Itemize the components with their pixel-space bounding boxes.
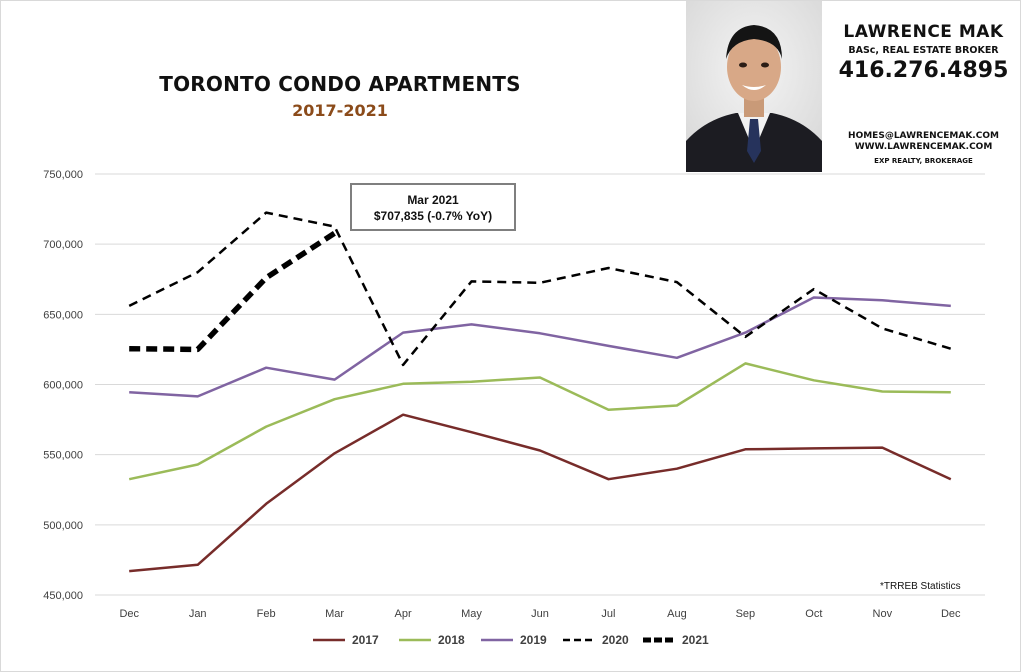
y-tick-label: 450,000 xyxy=(43,590,83,602)
chart-subtitle: 2017-2021 xyxy=(292,101,388,120)
callout-period: Mar 2021 xyxy=(407,193,459,207)
chart-legend: 2017 2018 2019 2020 2021 xyxy=(0,630,1021,650)
y-tick-label: 600,000 xyxy=(43,380,83,392)
legend-label: 2020 xyxy=(602,633,629,647)
x-tick-label: Jun xyxy=(531,608,549,620)
x-tick-label: Sep xyxy=(736,608,756,620)
x-tick-label: Dec xyxy=(119,608,139,620)
chart-title: TORONTO CONDO APARTMENTS xyxy=(159,72,521,96)
y-tick-label: 750,000 xyxy=(43,169,83,181)
x-tick-label: Aug xyxy=(667,608,687,620)
legend-swatch xyxy=(399,638,431,642)
y-tick-label: 550,000 xyxy=(43,450,83,462)
x-tick-label: May xyxy=(461,608,482,620)
legend-label: 2017 xyxy=(352,633,379,647)
series-line-2018 xyxy=(128,362,951,481)
agent-phone: 416.276.4895 xyxy=(838,58,1009,83)
x-tick-label: Nov xyxy=(873,608,893,620)
agent-website: WWW.LAWRENCEMAK.COM xyxy=(854,142,993,152)
legend-label: 2021 xyxy=(682,633,709,647)
agent-name: LAWRENCE MAK xyxy=(843,22,1004,42)
x-tick-label: Jan xyxy=(189,608,207,620)
x-tick-label: Dec xyxy=(941,608,961,620)
legend-label: 2018 xyxy=(438,633,465,647)
series-line-2020 xyxy=(128,211,952,367)
legend-item-2021: 2021 xyxy=(642,630,709,650)
agent-photo xyxy=(686,1,822,172)
agent-brokerage: EXP REALTY, BROKERAGE xyxy=(874,157,973,165)
agent-card: LAWRENCE MAK BASc, REAL ESTATE BROKER 41… xyxy=(826,0,1021,175)
series-line-2019 xyxy=(129,296,951,398)
legend-swatch xyxy=(563,638,595,642)
series-line-2017 xyxy=(129,413,952,573)
agent-credentials: BASc, REAL ESTATE BROKER xyxy=(848,45,999,56)
legend-item-2019: 2019 xyxy=(480,630,547,650)
y-tick-label: 650,000 xyxy=(43,309,83,321)
x-tick-label: Feb xyxy=(257,608,276,620)
legend-item-2018: 2018 xyxy=(398,630,465,650)
y-tick-label: 500,000 xyxy=(43,520,83,532)
series-line-2021 xyxy=(129,230,337,353)
legend-swatch xyxy=(643,637,675,643)
x-tick-label: Apr xyxy=(395,608,412,620)
legend-swatch xyxy=(481,638,513,642)
x-tick-label: Mar xyxy=(325,608,344,620)
agent-email: HOMES@LAWRENCEMAK.COM xyxy=(848,131,999,141)
legend-item-2020: 2020 xyxy=(562,630,629,650)
x-tick-label: Oct xyxy=(805,608,822,620)
legend-label: 2019 xyxy=(520,633,547,647)
y-tick-label: 700,000 xyxy=(43,239,83,251)
source-note: *TRREB Statistics xyxy=(880,581,961,592)
legend-swatch xyxy=(313,638,345,642)
data-callout: Mar 2021 $707,835 (-0.7% YoY) xyxy=(350,183,516,231)
callout-value: $707,835 (-0.7% YoY) xyxy=(373,209,493,223)
x-tick-label: Jul xyxy=(601,608,615,620)
legend-item-2017: 2017 xyxy=(312,630,379,650)
